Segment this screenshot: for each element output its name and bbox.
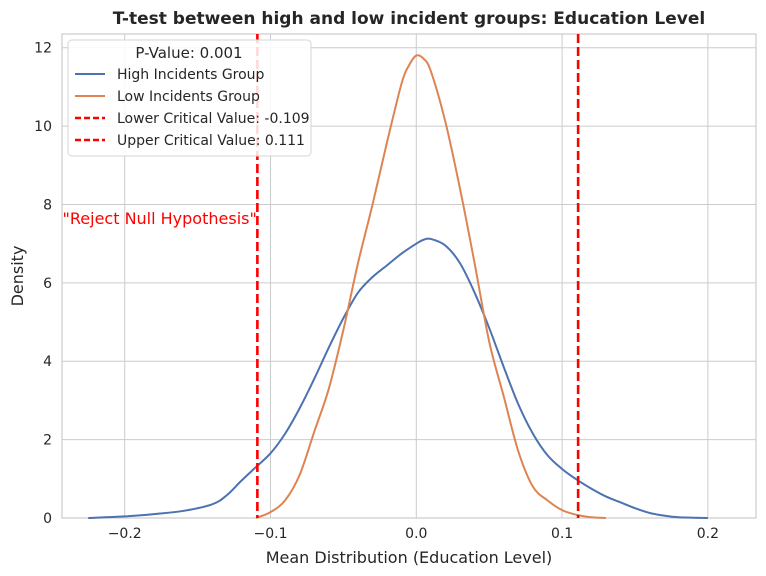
legend-entry-label: Low Incidents Group bbox=[117, 89, 260, 105]
y-tick-label: 2 bbox=[43, 433, 52, 449]
series-line-1 bbox=[255, 54, 606, 519]
y-tick-label: 8 bbox=[43, 197, 52, 213]
plot-frame bbox=[61, 33, 757, 519]
series-layer bbox=[88, 54, 708, 519]
x-tick-label: 0.1 bbox=[551, 526, 573, 542]
legend-title: P-Value: 0.001 bbox=[135, 44, 242, 62]
y-tick-label: 0 bbox=[43, 511, 52, 527]
y-tick-label: 10 bbox=[34, 119, 52, 135]
x-axis-label: Mean Distribution (Education Level) bbox=[266, 548, 553, 567]
legend-entry-label: Upper Critical Value: 0.111 bbox=[117, 133, 305, 149]
tick-labels: −0.2 −0.1 0.0 0.1 0.2 0 2 4 6 8 10 12 bbox=[34, 41, 719, 542]
chart-title: T-test between high and low incident gro… bbox=[113, 9, 705, 29]
x-tick-label: 0.2 bbox=[697, 526, 719, 542]
x-tick-label: 0.0 bbox=[405, 526, 427, 542]
annotation-layer: "Reject Null Hypothesis" bbox=[63, 209, 257, 228]
series-line-0 bbox=[88, 237, 708, 519]
annotation-text: "Reject Null Hypothesis" bbox=[63, 209, 257, 228]
y-tick-label: 12 bbox=[34, 41, 52, 57]
y-tick-label: 6 bbox=[43, 276, 52, 292]
legend-entry-label: Lower Critical Value: -0.109 bbox=[117, 111, 310, 127]
x-tick-label: −0.1 bbox=[253, 526, 287, 542]
grid bbox=[62, 34, 756, 519]
y-tick-label: 4 bbox=[43, 354, 52, 370]
legend-entries: High Incidents Group Low Incidents Group L… bbox=[75, 67, 310, 149]
legend: P-Value: 0.001 High Incidents Group Low I… bbox=[67, 39, 312, 157]
legend-box bbox=[67, 39, 312, 157]
x-tick-label: −0.2 bbox=[108, 526, 142, 542]
legend-entry-label: High Incidents Group bbox=[117, 67, 265, 83]
y-axis-label: Density bbox=[8, 246, 27, 307]
